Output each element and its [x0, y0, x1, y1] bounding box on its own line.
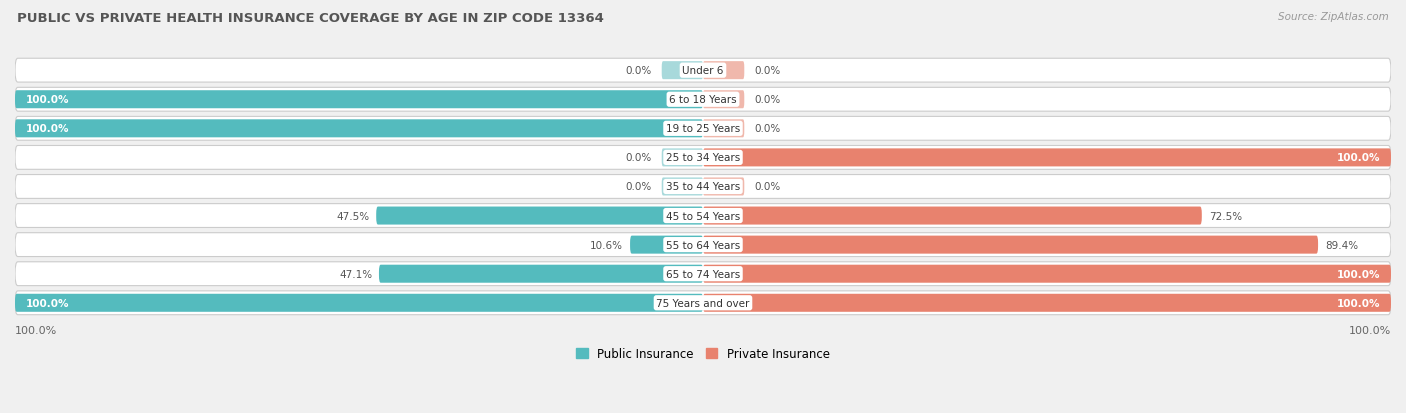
Text: 25 to 34 Years: 25 to 34 Years — [666, 153, 740, 163]
FancyBboxPatch shape — [15, 91, 703, 109]
Text: PUBLIC VS PRIVATE HEALTH INSURANCE COVERAGE BY AGE IN ZIP CODE 13364: PUBLIC VS PRIVATE HEALTH INSURANCE COVER… — [17, 12, 603, 25]
FancyBboxPatch shape — [15, 59, 1391, 83]
FancyBboxPatch shape — [703, 236, 1317, 254]
Text: 100.0%: 100.0% — [1337, 298, 1381, 308]
FancyBboxPatch shape — [15, 262, 1391, 286]
FancyBboxPatch shape — [15, 146, 1391, 170]
FancyBboxPatch shape — [15, 175, 1391, 199]
Text: 55 to 64 Years: 55 to 64 Years — [666, 240, 740, 250]
Text: 6 to 18 Years: 6 to 18 Years — [669, 95, 737, 105]
FancyBboxPatch shape — [703, 120, 744, 138]
FancyBboxPatch shape — [380, 265, 703, 283]
FancyBboxPatch shape — [662, 149, 703, 167]
Text: 35 to 44 Years: 35 to 44 Years — [666, 182, 740, 192]
FancyBboxPatch shape — [703, 91, 744, 109]
Text: 0.0%: 0.0% — [755, 66, 780, 76]
Text: 45 to 54 Years: 45 to 54 Years — [666, 211, 740, 221]
Text: 100.0%: 100.0% — [25, 124, 69, 134]
FancyBboxPatch shape — [703, 62, 744, 80]
FancyBboxPatch shape — [703, 149, 1391, 167]
FancyBboxPatch shape — [15, 233, 1391, 257]
FancyBboxPatch shape — [703, 207, 1202, 225]
Text: 100.0%: 100.0% — [25, 298, 69, 308]
Text: 19 to 25 Years: 19 to 25 Years — [666, 124, 740, 134]
FancyBboxPatch shape — [15, 88, 1391, 112]
Text: 89.4%: 89.4% — [1324, 240, 1358, 250]
FancyBboxPatch shape — [662, 178, 703, 196]
Text: 0.0%: 0.0% — [626, 66, 651, 76]
Text: 65 to 74 Years: 65 to 74 Years — [666, 269, 740, 279]
Text: 100.0%: 100.0% — [25, 95, 69, 105]
Text: 75 Years and over: 75 Years and over — [657, 298, 749, 308]
Text: 100.0%: 100.0% — [1337, 269, 1381, 279]
FancyBboxPatch shape — [15, 117, 1391, 141]
Text: 10.6%: 10.6% — [591, 240, 623, 250]
Text: Under 6: Under 6 — [682, 66, 724, 76]
Text: 0.0%: 0.0% — [755, 124, 780, 134]
Text: 47.5%: 47.5% — [336, 211, 370, 221]
FancyBboxPatch shape — [15, 120, 703, 138]
Text: 100.0%: 100.0% — [15, 325, 58, 336]
FancyBboxPatch shape — [662, 62, 703, 80]
Text: 0.0%: 0.0% — [626, 153, 651, 163]
Text: Source: ZipAtlas.com: Source: ZipAtlas.com — [1278, 12, 1389, 22]
Text: 0.0%: 0.0% — [755, 182, 780, 192]
FancyBboxPatch shape — [15, 294, 703, 312]
FancyBboxPatch shape — [630, 236, 703, 254]
Text: 100.0%: 100.0% — [1337, 153, 1381, 163]
FancyBboxPatch shape — [15, 291, 1391, 315]
FancyBboxPatch shape — [377, 207, 703, 225]
Text: 47.1%: 47.1% — [339, 269, 373, 279]
Text: 100.0%: 100.0% — [1348, 325, 1391, 336]
FancyBboxPatch shape — [703, 265, 1391, 283]
FancyBboxPatch shape — [703, 294, 1391, 312]
Text: 0.0%: 0.0% — [626, 182, 651, 192]
Legend: Public Insurance, Private Insurance: Public Insurance, Private Insurance — [571, 342, 835, 365]
FancyBboxPatch shape — [703, 178, 744, 196]
Text: 0.0%: 0.0% — [755, 95, 780, 105]
Text: 72.5%: 72.5% — [1209, 211, 1241, 221]
FancyBboxPatch shape — [15, 204, 1391, 228]
